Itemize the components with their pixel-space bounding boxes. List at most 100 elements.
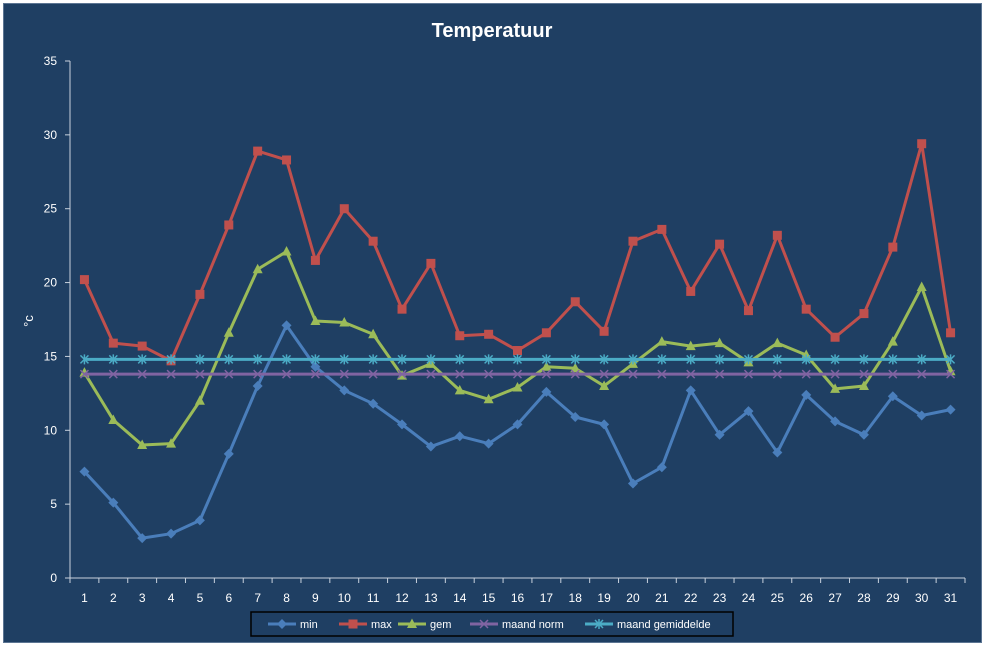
data-point-max [772, 230, 782, 240]
data-point-maand-gemiddelde [368, 354, 378, 365]
x-tick-label: 31 [944, 591, 958, 605]
data-point-min [454, 431, 465, 442]
y-tick-label: 5 [50, 497, 57, 511]
x-tick-label: 21 [655, 591, 669, 605]
data-point-maand-gemiddelde [310, 354, 320, 365]
data-point-maand-gemiddelde [686, 354, 696, 365]
legend-label-maand-norm: maand norm [502, 619, 564, 631]
data-point-min [79, 466, 90, 477]
data-point-maand-gemiddelde [79, 354, 89, 365]
data-point-max [830, 332, 840, 342]
data-point-min [945, 404, 956, 415]
data-point-maand-norm [541, 369, 551, 379]
data-point-max [541, 328, 551, 338]
legend-marker-gem [407, 618, 417, 628]
data-point-maand-norm [512, 369, 523, 379]
data-point-gem [223, 327, 234, 337]
marker-stroke [426, 369, 436, 379]
data-point-max [657, 224, 667, 234]
data-point-maand-norm [715, 369, 725, 379]
data-point-min [108, 497, 119, 508]
data-point-gem [194, 395, 205, 405]
data-point-min [801, 389, 812, 400]
data-point-maand-norm [426, 369, 436, 379]
data-point-max [310, 255, 320, 265]
data-point-maand-gemiddelde [512, 354, 523, 365]
data-point-max [686, 286, 696, 296]
x-tick-label: 2 [110, 591, 117, 605]
data-point-gem [541, 361, 552, 371]
data-point-maand-norm [657, 369, 667, 379]
marker-stroke [195, 369, 205, 379]
data-point-maand-gemiddelde [599, 354, 609, 365]
data-point-min [858, 429, 869, 440]
data-point-maand-gemiddelde [657, 354, 667, 365]
legend-label-gem: gem [430, 619, 451, 631]
data-point-maand-norm [253, 369, 263, 379]
y-tick-label: 15 [44, 349, 58, 363]
marker-stroke [166, 369, 176, 379]
series-min [79, 320, 956, 544]
data-point-maand-norm [108, 369, 118, 379]
data-point-maand-gemiddelde [137, 354, 147, 365]
data-point-maand-norm [917, 369, 927, 379]
data-point-min [743, 406, 754, 417]
data-point-gem [830, 383, 841, 393]
y-tick-label: 35 [44, 54, 58, 68]
marker-stroke [79, 369, 89, 379]
x-tick-label: 18 [569, 591, 583, 605]
data-point-min [339, 385, 350, 396]
chart-title: Temperatuur [432, 20, 553, 42]
data-point-maand-gemiddelde [888, 354, 898, 365]
x-tick-label: 28 [857, 591, 871, 605]
marker-stroke [772, 369, 782, 379]
data-point-maand-norm [397, 369, 407, 379]
data-point-max [743, 306, 753, 316]
data-point-gem [916, 281, 927, 292]
x-tick-label: 4 [168, 591, 175, 605]
data-point-maand-gemiddelde [743, 354, 753, 365]
x-tick-label: 29 [886, 591, 900, 605]
data-point-maand-gemiddelde [339, 354, 349, 365]
data-point-gem [166, 438, 177, 448]
marker-stroke [570, 369, 580, 379]
marker-stroke [599, 369, 609, 379]
marker-stroke [310, 369, 320, 379]
data-point-gem [310, 315, 321, 325]
y-tick-label: 0 [50, 571, 57, 585]
data-point-max [599, 326, 609, 336]
marker-stroke [657, 369, 667, 379]
data-point-maand-norm [195, 369, 205, 379]
data-point-maand-gemiddelde [108, 354, 118, 365]
data-point-maand-norm [599, 369, 609, 379]
x-tick-label: 17 [540, 591, 554, 605]
data-point-max [253, 146, 263, 156]
data-point-max [946, 328, 956, 338]
data-point-min [570, 411, 581, 422]
data-point-gem [454, 384, 465, 395]
y-tick-label: 10 [44, 423, 58, 437]
data-point-max [282, 155, 292, 165]
data-point-min [310, 361, 321, 372]
y-tick-label: 30 [44, 128, 58, 142]
x-tick-label: 15 [482, 591, 496, 605]
data-point-max [628, 236, 638, 246]
data-point-gem [512, 381, 523, 392]
y-tick-label: 20 [44, 276, 58, 290]
data-point-maand-norm [79, 369, 89, 379]
data-point-min [627, 478, 638, 489]
data-point-maand-norm [743, 369, 753, 379]
legend-marker-min [277, 619, 287, 629]
data-point-maand-norm [686, 369, 696, 379]
data-point-maand-norm [859, 369, 869, 379]
x-tick-label: 22 [684, 591, 698, 605]
data-point-max [426, 258, 436, 268]
data-point-max [455, 331, 465, 341]
data-point-max [888, 242, 898, 252]
data-point-max [917, 139, 927, 149]
data-point-min [368, 398, 379, 409]
legend-marker-maand-gemiddelde [594, 619, 604, 629]
data-point-maand-gemiddelde [484, 354, 494, 365]
x-tick-label: 5 [197, 591, 204, 605]
data-point-gem [252, 263, 263, 274]
